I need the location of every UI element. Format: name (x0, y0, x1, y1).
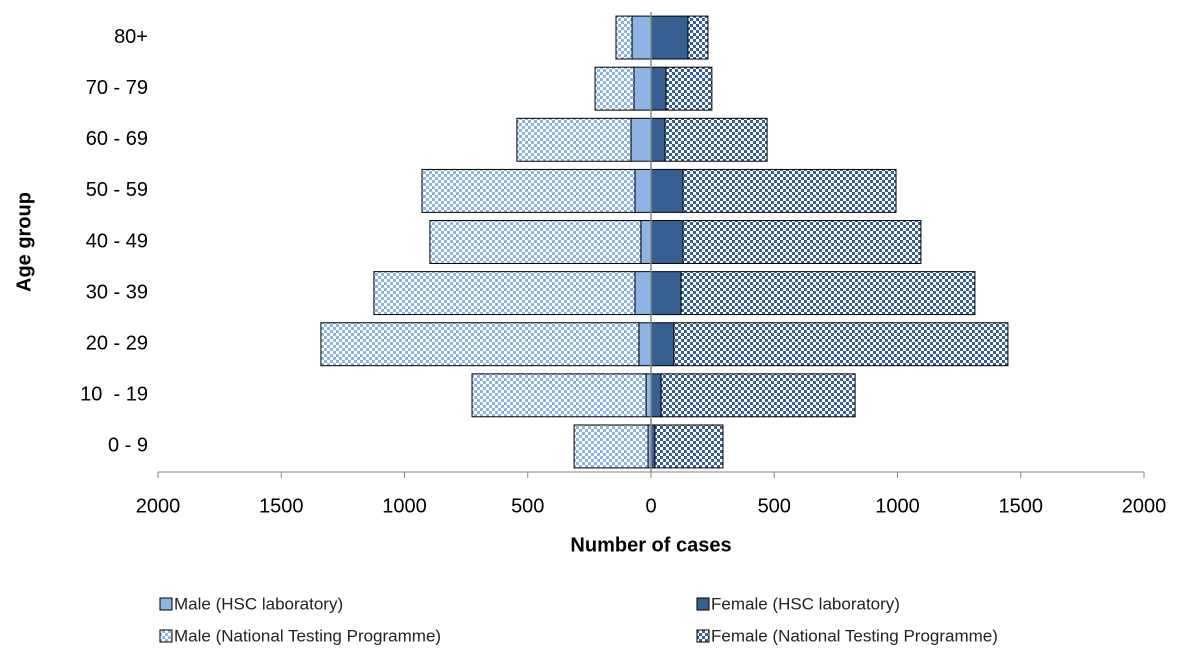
x-tick-label: 500 (511, 495, 544, 517)
y-tick-label: 20 - 29 (86, 333, 148, 355)
bar (660, 373, 856, 418)
bar (516, 117, 632, 162)
x-tick-label: 2000 (1122, 495, 1167, 517)
bar (638, 322, 652, 367)
x-axis-title: Number of cases (570, 534, 731, 556)
bar (682, 168, 897, 213)
bar (633, 66, 652, 111)
y-tick-label: 40 - 49 (86, 230, 148, 252)
legend-swatch (159, 597, 173, 611)
x-tick-label: 1000 (875, 495, 920, 517)
legend-label: Male (HSC laboratory) (174, 594, 343, 613)
bar (650, 373, 662, 418)
x-tick-label: 500 (758, 495, 791, 517)
bar (630, 117, 652, 162)
bar (594, 66, 635, 111)
bar (429, 220, 642, 264)
y-tick-label: 70 - 79 (86, 77, 148, 99)
bar (615, 15, 633, 60)
bar (665, 66, 713, 111)
bar (673, 322, 1009, 367)
legend-label: Female (HSC laboratory) (711, 594, 900, 613)
legend-swatch (696, 629, 710, 643)
bar (634, 168, 652, 213)
bar (373, 271, 636, 316)
bar (634, 271, 652, 316)
bar (631, 15, 652, 60)
x-tick-label: 0 (645, 495, 656, 517)
bar (650, 168, 684, 213)
bar (680, 271, 976, 316)
bar (650, 220, 684, 264)
y-tick-label: 30 - 39 (86, 281, 148, 303)
x-tick-label: 1500 (999, 495, 1044, 517)
legend-label: Male (National Testing Programme) (174, 626, 441, 645)
bar (682, 220, 922, 264)
bar (471, 373, 647, 418)
legend-label: Female (National Testing Programme) (711, 626, 998, 645)
y-tick-label: 0 - 9 (108, 435, 148, 457)
y-axis-title: Age group (13, 192, 35, 292)
bar (650, 117, 666, 162)
bar (640, 220, 652, 264)
bar (650, 15, 689, 60)
x-tick-label: 1000 (382, 495, 427, 517)
bar (421, 168, 636, 213)
y-tick-label: 60 - 69 (86, 128, 148, 150)
bar (650, 322, 675, 367)
bar (687, 15, 709, 60)
y-tick-label: 80+ (114, 26, 148, 48)
y-tick-label: 10 - 19 (80, 384, 148, 406)
bar (320, 322, 640, 367)
y-tick-label: 50 - 59 (86, 179, 148, 201)
bar (650, 271, 682, 316)
bar (650, 66, 667, 111)
bar (664, 117, 768, 162)
x-tick-label: 2000 (136, 495, 181, 517)
bar (573, 424, 649, 469)
bar (654, 424, 724, 469)
legend-swatch (696, 597, 710, 611)
x-tick-label: 1500 (259, 495, 304, 517)
legend-swatch (159, 629, 173, 643)
